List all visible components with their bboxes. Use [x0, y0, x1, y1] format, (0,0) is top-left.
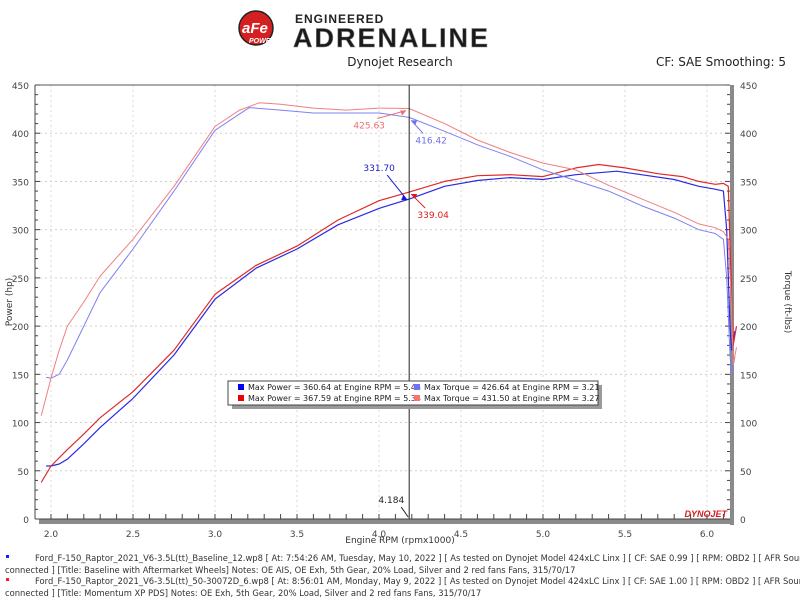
x-tick-label: 6.0	[700, 530, 715, 540]
y-tick-label-right: 200	[740, 323, 757, 333]
cursor-value-arrowhead	[411, 194, 418, 200]
legend-entry: Max Torque = 431.50 at Engine RPM = 3.27	[424, 394, 599, 403]
y-tick-label-right: 300	[740, 227, 757, 237]
legend-box	[227, 380, 599, 406]
y-tick-label-right: 450	[740, 82, 757, 92]
cursor-value-arrowhead	[401, 195, 408, 201]
y-tick-label-right: 350	[740, 178, 757, 188]
cursor-value-label: 425.63	[353, 122, 385, 132]
y-tick-label-left: 300	[12, 227, 29, 237]
run-note-baseline: Ford_F-150_Raptor_2021_V6-3.5L(tt)_Basel…	[0, 553, 800, 576]
chart-subtitle: Dynojet Research	[347, 55, 453, 69]
dyno-chart: 0 0 50 50 100 100 150 150 200 200 250 250 300 300 350 3…	[5, 82, 792, 546]
logo-main: ADRENALINE	[293, 23, 490, 48]
x-tick-label: 4.0	[372, 530, 387, 540]
y-tick-label-left: 50	[18, 468, 30, 478]
legend-swatch	[238, 384, 244, 390]
cursor-value-arrowhead	[400, 110, 407, 116]
y-axis-label-right: Torque (ft-lbs)	[782, 270, 792, 334]
cursor-value-label: 339.04	[417, 211, 449, 221]
legend-entry: Max Torque = 426.64 at Engine RPM = 3.21	[424, 383, 599, 392]
run-note-line: connected ] [Title: Baseline with Afterm…	[5, 564, 576, 575]
y-tick-label-left: 250	[12, 275, 29, 285]
run-note-momentum: Ford_F-150_Raptor_2021_V6-3.5L(tt)_50-30…	[0, 576, 800, 599]
series-line-torque-baseline	[46, 107, 736, 379]
run-note-line: Ford_F-150_Raptor_2021_V6-3.5L(tt)_Basel…	[35, 553, 800, 563]
y-tick-label-left: 0	[23, 516, 29, 526]
y-axis-label-left: Power (hp)	[5, 278, 15, 327]
run-note-line: connected ] [Title: Momentum XP PDS] Not…	[5, 587, 482, 598]
afe-logo-badge	[238, 10, 274, 46]
y-tick-label-right: 50	[740, 468, 752, 478]
x-axis-bar	[39, 519, 734, 524]
x-tick-label: 3.0	[208, 530, 223, 540]
series-line-torque-momentum-xp	[40, 102, 737, 416]
run-color-dot	[6, 578, 9, 581]
run-note-line: Ford_F-150_Raptor_2021_V6-3.5L(tt)_50-30…	[35, 576, 800, 586]
x-tick-label: 5.5	[618, 530, 632, 540]
x-axis-label: Engine RPM (rpmx1000)	[345, 536, 454, 546]
cursor-value-label: 331.70	[363, 164, 395, 174]
y-tick-label-right: 0	[740, 516, 746, 526]
y-tick-label-left: 450	[12, 82, 29, 92]
legend-swatch	[414, 395, 420, 401]
x-tick-label: 4.5	[454, 530, 468, 540]
y-tick-label-right: 250	[740, 275, 757, 285]
legend-swatch	[414, 384, 420, 390]
x-tick-label: 2.5	[126, 530, 140, 540]
cursor-value-label: 416.42	[415, 136, 447, 146]
y-tick-label-right: 150	[740, 371, 757, 381]
run-notes: Ford_F-150_Raptor_2021_V6-3.5L(tt)_Basel…	[0, 553, 800, 599]
x-tick-label: 2.0	[44, 530, 59, 540]
logo-sub: POWER	[249, 38, 275, 45]
series-line-power-momentum-xp	[40, 163, 738, 483]
legend-swatch	[238, 395, 244, 401]
y-tick-label-right: 100	[740, 420, 757, 430]
legend-entry: Max Power = 360.64 at Engine RPM = 5.45	[248, 383, 421, 392]
rpm-cursor-arrow	[400, 506, 409, 518]
rpm-cursor-label: 4.184	[378, 496, 404, 506]
legend-entry: Max Power = 367.59 at Engine RPM = 5.34	[248, 394, 421, 403]
cursor-value-arrowhead	[411, 120, 418, 126]
y-tick-label-left: 400	[12, 130, 29, 140]
series-line-power-baseline	[46, 170, 736, 467]
x-tick-label: 3.5	[290, 530, 304, 540]
x-tick-label: 5.0	[536, 530, 551, 540]
y-tick-label-left: 100	[12, 420, 29, 430]
y-tick-label-left: 350	[12, 178, 29, 188]
afe-adrenaline-logo: aFe POWER ENGINEERED ADRENALINE	[238, 10, 490, 48]
cf-smoothing-label: CF: SAE Smoothing: 5	[655, 55, 786, 69]
dynojet-watermark: DYNOJET	[684, 509, 728, 519]
y-tick-label-left: 200	[12, 323, 29, 333]
y-tick-label-left: 150	[12, 371, 29, 381]
logo-top: ENGINEERED	[295, 12, 384, 26]
y-tick-label-right: 400	[740, 130, 757, 140]
logo-brand: aFe	[242, 20, 268, 37]
run-color-dot	[6, 555, 9, 558]
